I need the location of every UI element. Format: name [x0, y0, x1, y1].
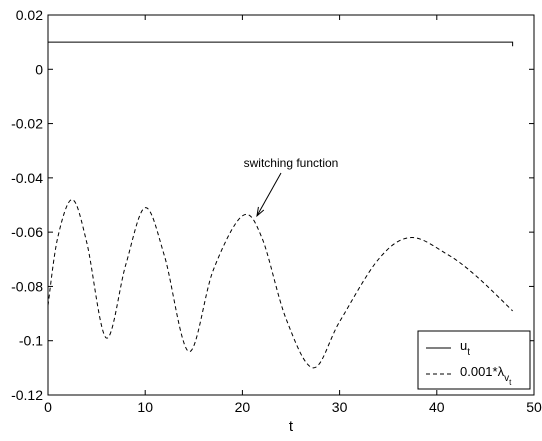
series-layer: [47, 41, 514, 369]
legend-sub: t: [467, 347, 470, 358]
legend-box: [417, 330, 531, 390]
x-tick-label: 30: [332, 399, 348, 415]
x-tick-label: 0: [44, 399, 52, 415]
y-tick-label: 0.02: [16, 7, 43, 23]
annotation-layer: switching function: [244, 156, 339, 218]
legend-main: 0.001*λ: [460, 364, 505, 379]
x-tick-label: 40: [429, 399, 445, 415]
series-line-0: [48, 41, 514, 47]
y-tick-label: -0.12: [11, 387, 43, 403]
legend-entry-1: 0.001*λvt: [460, 364, 512, 387]
y-tick-label: -0.08: [11, 278, 43, 294]
legend: ut0.001*λvt: [417, 330, 531, 390]
x-tick-label: 50: [526, 399, 542, 415]
x-tick-label: 20: [235, 399, 251, 415]
axes: 0 10 20 30 40 50 0.02 0 -0.02 -0.04 -0.06 -0.08 -0.1…: [11, 7, 542, 415]
annotation-arrow-line: [256, 172, 282, 217]
legend-entry-0: ut: [460, 338, 470, 358]
annotation-arrowhead: [256, 206, 265, 218]
y-tick-label: -0.06: [11, 224, 43, 240]
legend-main: u: [460, 338, 467, 353]
y-tick-label: -0.02: [11, 116, 43, 132]
series-line-1: [47, 199, 513, 369]
y-tick-label: -0.04: [11, 170, 43, 186]
y-tick-label: -0.1: [19, 333, 43, 349]
x-axis-label: t: [289, 418, 294, 435]
y-tick-label: 0: [35, 61, 43, 77]
legend-sub: v: [504, 373, 509, 384]
legend-subsub: t: [509, 378, 512, 387]
annotation-label: switching function: [244, 156, 339, 170]
x-tick-label: 10: [137, 399, 153, 415]
